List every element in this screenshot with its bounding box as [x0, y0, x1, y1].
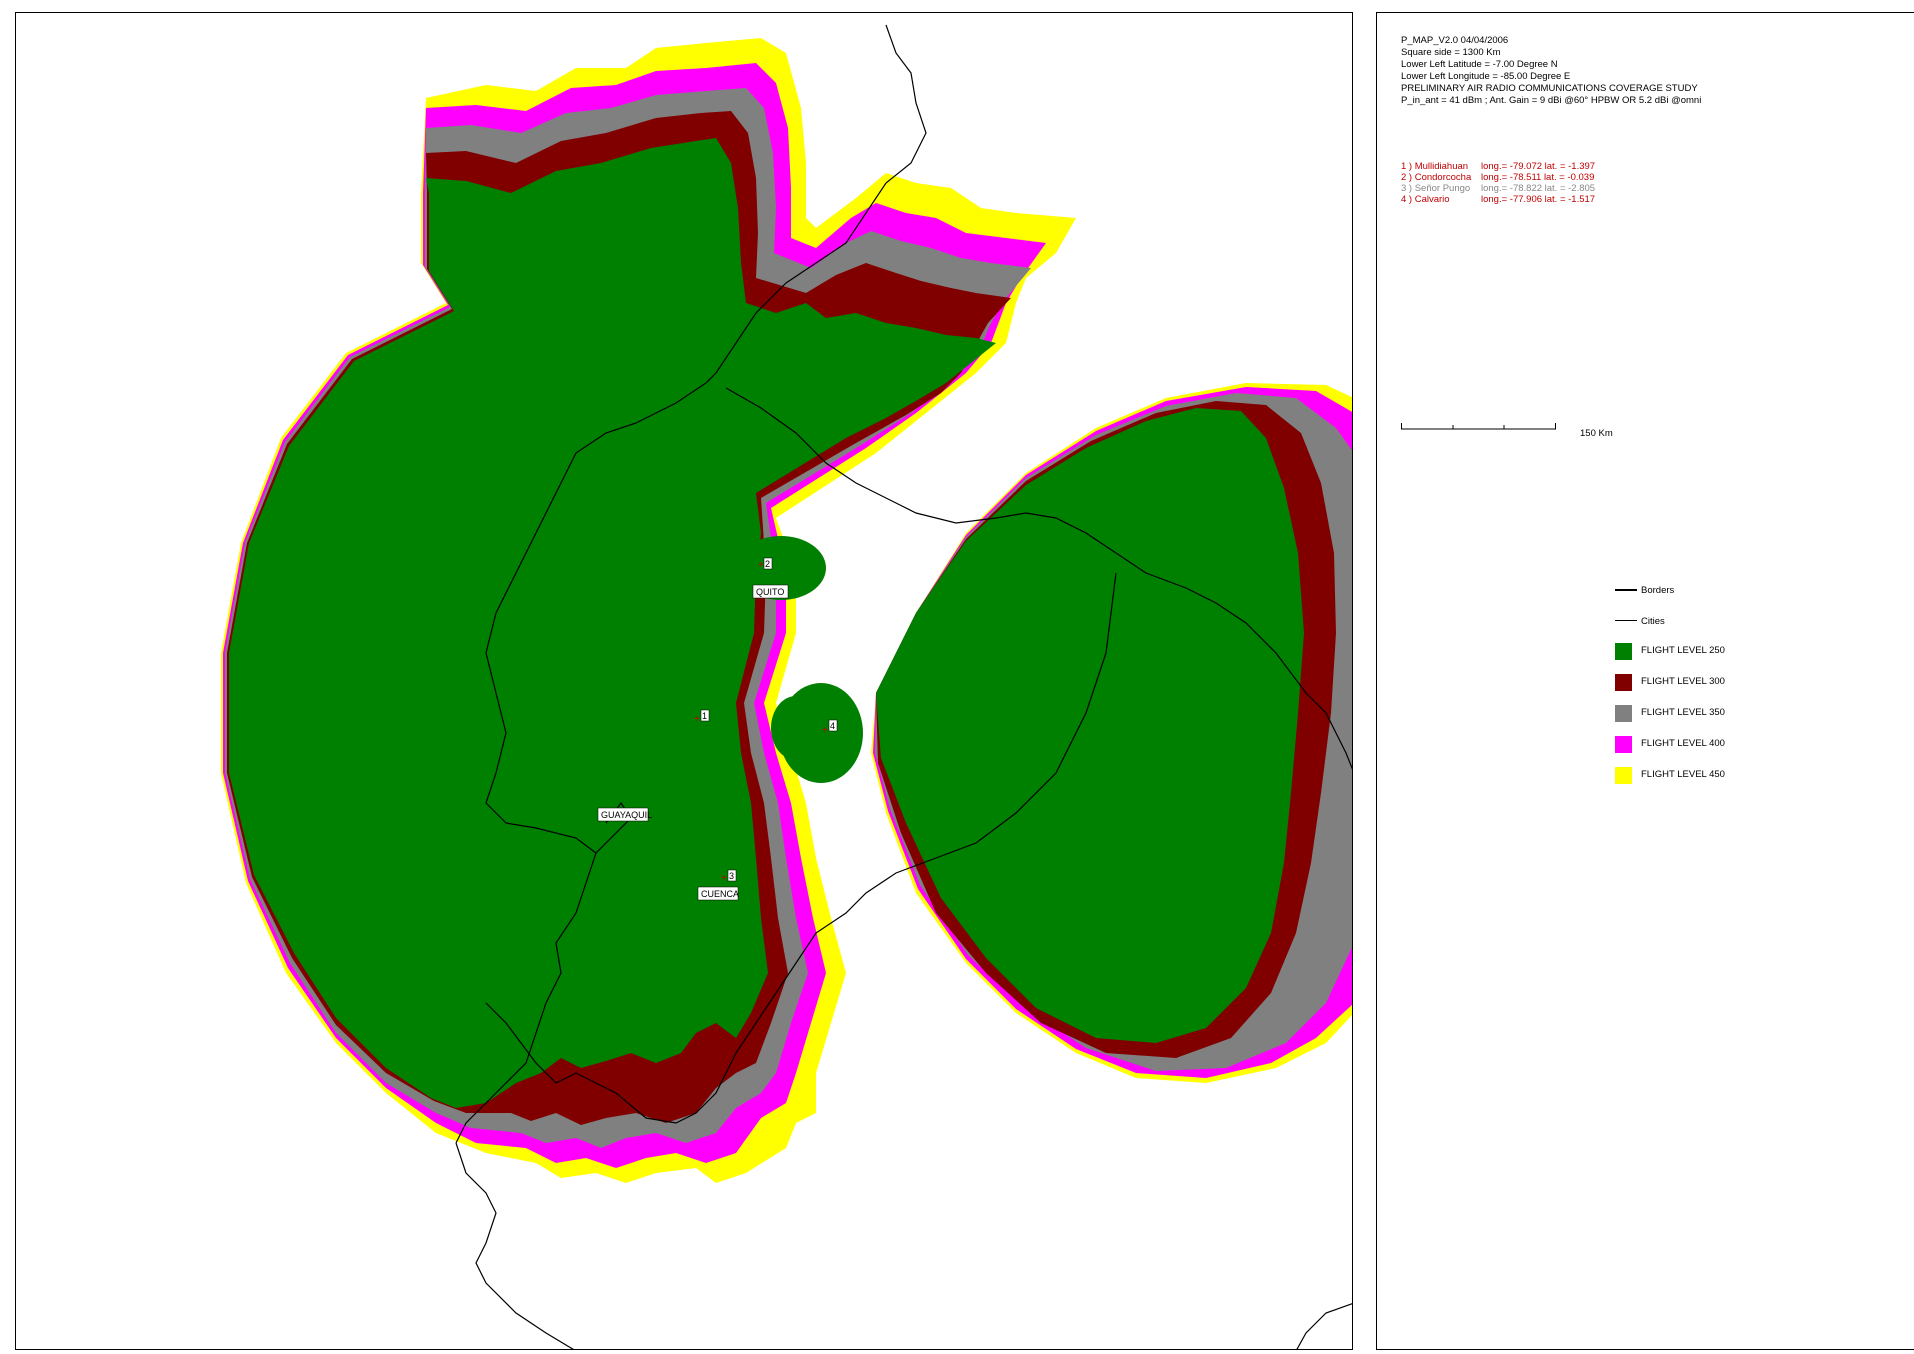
legend-cities-line	[1615, 620, 1637, 621]
site-row-4: 4 ) Calvario long.= -77.906 lat. = -1.517	[1401, 194, 1595, 205]
legend-label: FLIGHT LEVEL 450	[1641, 769, 1725, 780]
scale-bar	[1401, 423, 1556, 430]
site-row-2: 2 ) Condorcocha long.= -78.511 lat. = -0.…	[1401, 172, 1594, 183]
border-peru-east	[1296, 1303, 1352, 1349]
site-row-3: 3 ) Señor Pungo long.= -78.822 lat. = -2.…	[1401, 183, 1595, 194]
info-panel: P_MAP_V2.0 04/04/2006 Square side = 1300…	[1376, 12, 1914, 1350]
site-marker-2: 2	[765, 559, 770, 569]
coverage-west	[221, 38, 1116, 1183]
coverage-calvario-bubble	[771, 683, 863, 783]
city-label-quito: QUITO	[756, 587, 784, 597]
coverage-quito-bubble	[736, 536, 826, 600]
city-label-guayaquil: GUAYAQUIL	[601, 810, 652, 820]
site-name: 2 ) Condorcocha	[1401, 172, 1472, 183]
legend-borders-line	[1615, 589, 1637, 591]
site-coords: long.= -77.906 lat. = -1.517	[1481, 194, 1596, 205]
legend-label: FLIGHT LEVEL 350	[1641, 707, 1725, 718]
legend-swatch	[1615, 643, 1632, 660]
site-marker-1: 1	[702, 711, 707, 721]
site-coords: long.= -78.822 lat. = -2.805	[1481, 183, 1596, 194]
coverage-map[interactable]: QUITO GUAYAQUIL CUENCA 2 1 4 3 + + + +	[15, 12, 1353, 1350]
coverage-west-fl250	[229, 138, 996, 1108]
border-ecuador-peru	[485, 572, 1117, 1124]
coverage-east	[871, 383, 1352, 1083]
site-marker-3: 3	[729, 871, 734, 881]
header-line-5: PRELIMINARY AIR RADIO COMMUNICATIONS COV…	[1401, 83, 1698, 94]
svg-text:+: +	[694, 714, 700, 725]
legend-swatch	[1615, 705, 1632, 722]
site-row-1: 1 ) Mullidiahuan long.= -79.072 lat. = -1…	[1401, 161, 1595, 172]
site-markers: 2 1 4 3 + + + +	[694, 557, 838, 884]
scale-label: 150 Km	[1580, 428, 1613, 439]
site-name: 4 ) Calvario	[1401, 194, 1450, 205]
svg-text:+: +	[721, 873, 727, 884]
border-ecuador-coast	[455, 382, 707, 1144]
legend-label: FLIGHT LEVEL 400	[1641, 738, 1725, 749]
legend-label: FLIGHT LEVEL 250	[1641, 645, 1725, 656]
border-colombia-ecuador	[725, 387, 1352, 770]
border-peru-coast	[455, 1142, 574, 1349]
city-labels: QUITO GUAYAQUIL CUENCA	[597, 584, 789, 901]
border-colombia-coast	[705, 24, 927, 384]
header-line-6: P_in_ant = 41 dBm ; Ant. Gain = 9 dBi @6…	[1401, 95, 1702, 106]
site-coords: long.= -78.511 lat. = -0.039	[1481, 172, 1595, 183]
svg-text:+: +	[758, 560, 764, 571]
coverage-east-fl250	[876, 408, 1304, 1043]
coverage-map-svg: QUITO GUAYAQUIL CUENCA 2 1 4 3 + + + +	[221, 24, 1352, 1349]
site-name: 1 ) Mullidiahuan	[1401, 161, 1469, 172]
site-marker-4: 4	[830, 721, 835, 731]
site-coords: long.= -79.072 lat. = -1.397	[1481, 161, 1596, 172]
svg-text:+: +	[822, 725, 828, 736]
legend-swatch	[1615, 767, 1632, 784]
legend-label: Cities	[1641, 616, 1665, 627]
legend-label: FLIGHT LEVEL 300	[1641, 676, 1725, 687]
legend-swatch	[1615, 674, 1632, 691]
legend-swatch	[1615, 736, 1632, 753]
city-label-cuenca: CUENCA	[701, 889, 739, 899]
header-line-3: Lower Left Latitude = -7.00 Degree N	[1401, 59, 1558, 70]
header-line-1: P_MAP_V2.0 04/04/2006	[1401, 35, 1509, 46]
header-line-2: Square side = 1300 Km	[1401, 47, 1501, 58]
header-line-4: Lower Left Longitude = -85.00 Degree E	[1401, 71, 1571, 82]
borders	[455, 24, 1352, 1349]
site-name: 3 ) Señor Pungo	[1401, 183, 1471, 194]
legend-label: Borders	[1641, 585, 1675, 596]
